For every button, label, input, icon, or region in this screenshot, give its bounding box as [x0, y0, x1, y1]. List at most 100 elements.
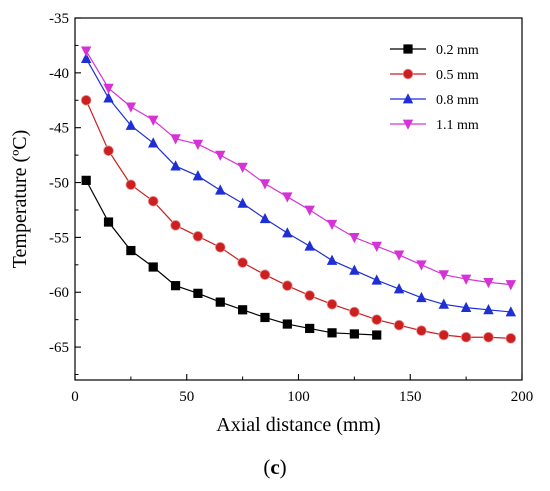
y-tick-label: -60: [49, 285, 69, 301]
data-point: [170, 220, 181, 231]
data-point: [349, 306, 360, 318]
legend-label: 0.5 mm: [436, 68, 479, 83]
x-axis-title: Axial distance (mm): [216, 414, 380, 436]
x-tick-label: 50: [179, 389, 194, 405]
legend-item: 0.8 mm: [390, 93, 479, 108]
legend-label: 0.8 mm: [436, 93, 479, 108]
y-tick-label: -65: [49, 340, 69, 356]
data-point: [148, 137, 159, 148]
data-point: [393, 250, 405, 261]
data-point: [483, 303, 494, 315]
data-point: [282, 319, 292, 329]
data-point: [237, 197, 248, 208]
data-point: [126, 245, 136, 256]
x-tick-label: 150: [399, 389, 422, 405]
data-point: [125, 119, 137, 130]
data-point: [505, 333, 517, 344]
data-point: [371, 274, 382, 285]
series-0-5-mm: [80, 94, 517, 344]
data-point: [259, 212, 271, 224]
data-point: [237, 162, 248, 173]
data-point: [103, 83, 114, 95]
data-point: [192, 170, 204, 181]
data-point: [505, 306, 517, 317]
data-point: [460, 274, 472, 285]
data-point: [304, 240, 315, 251]
data-point: [416, 325, 427, 336]
data-point: [125, 102, 137, 113]
series-line: [85, 50, 511, 286]
data-point: [326, 219, 338, 231]
x-tick-label: 0: [71, 389, 79, 405]
data-point: [170, 134, 181, 145]
data-point: [349, 232, 360, 244]
data-point: [259, 179, 271, 190]
data-point: [505, 280, 517, 291]
legend-item: 0.2 mm: [390, 43, 479, 58]
legend: 0.2 mm 0.5 mm 0.8 mm 1.1 mm: [390, 43, 479, 133]
legend-item: 0.5 mm: [390, 68, 479, 83]
y-tick-label: -40: [49, 66, 69, 82]
y-tick-label: -45: [49, 121, 69, 137]
data-point: [438, 270, 449, 281]
data-point: [326, 299, 338, 310]
data-point: [148, 262, 158, 272]
y-tick-label: -55: [49, 230, 69, 246]
data-point: [192, 139, 204, 150]
data-point: [170, 160, 181, 171]
x-tick-label: 100: [287, 389, 310, 405]
data-point: [215, 297, 225, 307]
series-1-1-mm: [80, 46, 517, 291]
legend-marker: [403, 44, 413, 54]
y-tick-label: -35: [49, 11, 69, 27]
data-point: [326, 254, 338, 265]
data-point: [193, 288, 203, 298]
series-0-2-mm: [81, 175, 382, 340]
plot-layer: [80, 46, 517, 344]
data-point: [349, 264, 360, 275]
panel-label-letter: c: [270, 455, 279, 479]
data-point: [192, 230, 204, 242]
data-point: [170, 281, 181, 291]
series-line: [85, 100, 511, 339]
data-point: [215, 150, 226, 161]
data-point: [327, 328, 337, 338]
y-tick-label: -50: [49, 176, 69, 192]
data-point: [215, 184, 226, 195]
y-axis-title: Temperature (ºC): [9, 130, 31, 269]
data-point: [282, 280, 293, 291]
data-point: [371, 314, 383, 325]
legend-item: 1.1 mm: [390, 118, 479, 133]
series-0-8-mm: [80, 52, 517, 317]
data-point: [416, 260, 427, 271]
data-point: [393, 283, 405, 294]
data-point: [237, 257, 248, 268]
legend-label: 0.2 mm: [436, 43, 479, 58]
data-point: [80, 94, 92, 106]
data-point: [214, 241, 226, 253]
data-point: [125, 179, 137, 191]
data-point: [416, 291, 427, 303]
data-point: [103, 145, 114, 157]
data-point: [103, 92, 114, 103]
panel-label: (c): [263, 455, 286, 479]
data-point: [305, 323, 315, 334]
data-point: [393, 319, 405, 331]
data-point: [103, 217, 114, 227]
data-point: [438, 329, 450, 341]
data-point: [148, 115, 159, 126]
axes-layer: Axial distance (mm) Temperature (ºC) 0 50…: [9, 11, 533, 436]
data-point: [483, 331, 494, 343]
data-point: [238, 305, 248, 315]
data-point: [460, 301, 472, 312]
data-point: [372, 330, 382, 340]
data-point: [81, 175, 91, 185]
legend-marker: [402, 93, 414, 104]
data-point: [371, 241, 382, 252]
data-point: [147, 195, 159, 207]
data-point: [282, 227, 293, 238]
data-point: [304, 205, 315, 216]
data-point: [304, 290, 315, 301]
x-tick-label: 200: [511, 389, 534, 405]
